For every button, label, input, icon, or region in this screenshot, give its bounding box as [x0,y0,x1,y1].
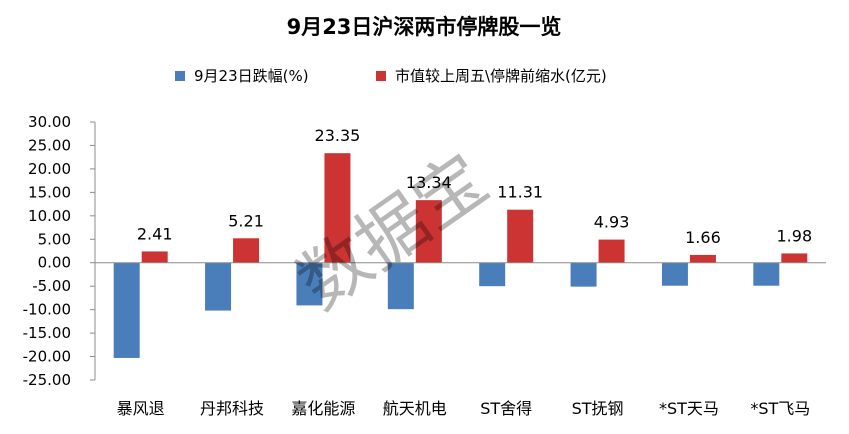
bar-shrink-4 [415,200,442,263]
y-tick-label: 15.00 [28,183,71,201]
bar-change-5 [479,262,506,287]
bar-change-6 [570,262,597,287]
x-category-label: 丹邦科技 [200,399,264,418]
legend-label-series-1: 9月23日跌幅(%) [194,67,309,85]
bar-shrink-3 [324,153,351,263]
bar-shrink-1 [141,251,168,263]
legend-swatch-series-2 [376,71,386,81]
data-label: 11.31 [497,183,543,202]
y-tick-label: 30.00 [28,113,71,131]
x-category-label: ST舍得 [480,399,532,418]
x-category-label: 暴风退 [117,399,165,418]
bar-change-8 [753,262,780,286]
y-tick-label: 0.00 [38,254,71,272]
y-tick-label: 5.00 [38,230,71,248]
x-category-label: ST抚钢 [572,399,624,418]
bar-change-3 [296,262,323,306]
bar-shrink-2 [233,238,260,263]
x-category-label: 嘉化能源 [291,399,355,418]
y-tick-label: 25.00 [28,136,71,154]
bar-shrink-5 [507,209,534,263]
bar-change-7 [661,262,688,286]
y-tick-label: -5.00 [32,277,71,295]
bar-shrink-7 [689,254,716,263]
bar-change-1 [113,262,140,358]
legend: 9月23日跌幅(%) 市值较上周五\停牌前缩水(亿元) [175,67,607,85]
data-label: 23.35 [315,126,361,145]
data-label: 4.93 [594,213,630,232]
x-category-label: *ST天马 [659,399,719,418]
y-tick-label: -20.00 [23,348,71,366]
y-axis: 30.00 25.00 20.00 15.00 10.00 5.00 0.00 -5.00 -1… [23,113,96,389]
data-label: 2.41 [137,224,173,243]
bars [95,153,826,358]
y-tick-label: 20.00 [28,160,71,178]
data-label: 5.21 [228,211,264,230]
y-tick-label: -25.00 [23,371,71,389]
data-label: 13.34 [406,173,452,192]
bar-shrink-6 [598,239,625,263]
x-axis-categories: 暴风退 丹邦科技 嘉化能源 航天机电 ST舍得 ST抚钢 *ST天马 *ST飞马 [117,399,811,418]
data-label: 1.98 [777,226,813,245]
y-tick-label: 10.00 [28,207,71,225]
x-category-label: *ST飞马 [750,399,810,418]
bar-shrink-8 [781,253,808,263]
data-labels: 2.41 5.21 23.35 13.34 11.31 4.93 1.66 1.98 [137,126,812,247]
chart-title: 9月23日沪深两市停牌股一览 [287,15,562,39]
legend-swatch-series-1 [175,71,185,81]
bar-change-2 [205,262,232,311]
data-label: 1.66 [685,228,721,247]
y-tick-label: -15.00 [23,324,71,342]
x-category-label: 航天机电 [383,399,447,418]
y-tick-label: -10.00 [23,301,71,319]
bar-change-4 [387,262,414,310]
legend-label-series-2: 市值较上周五\停牌前缩水(亿元) [395,67,607,85]
